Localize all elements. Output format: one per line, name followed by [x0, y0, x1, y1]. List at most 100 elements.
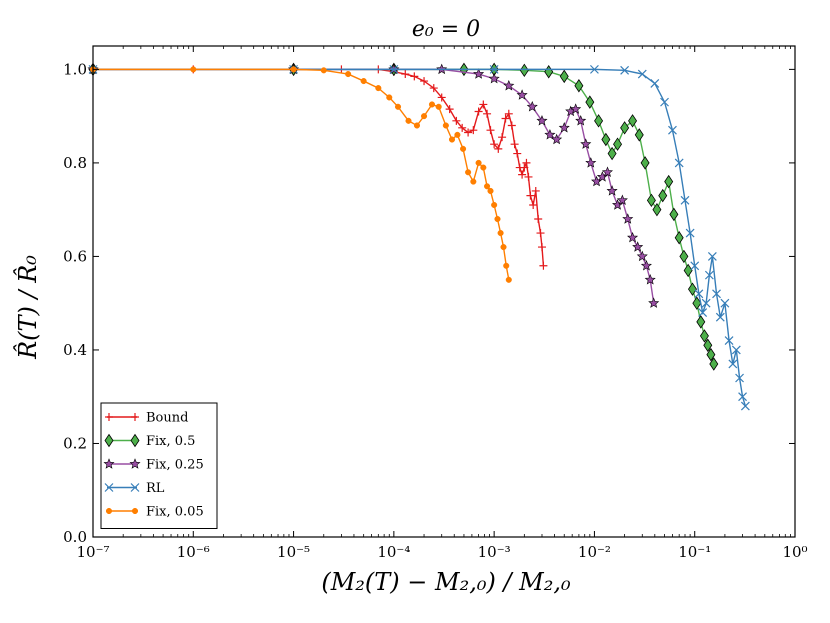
data-point — [290, 66, 297, 73]
data-point — [692, 296, 702, 310]
data-point — [620, 65, 630, 75]
data-point — [735, 373, 744, 383]
data-point — [486, 126, 495, 135]
data-point — [679, 249, 689, 264]
y-tick-label: 0.8 — [63, 154, 87, 172]
data-point — [709, 357, 719, 371]
series-3 — [88, 64, 750, 411]
data-point — [491, 201, 498, 209]
ticks-layer: 10⁻⁷ 10⁻⁶ 10⁻⁵ 10⁻⁴ 10⁻³ 10⁻² 10⁻¹ 10⁰ 0.0 0.2 0.4… — [63, 46, 808, 561]
legend-item: RL — [104, 481, 165, 496]
data-point — [570, 103, 582, 114]
data-point — [479, 100, 488, 109]
data-point — [636, 250, 648, 262]
data-point — [429, 84, 438, 93]
legend-marker — [131, 507, 139, 515]
data-point — [394, 103, 402, 110]
data-point — [428, 101, 436, 108]
legend-marker — [130, 433, 140, 448]
x-tick-label: 10⁻⁷ — [76, 543, 109, 561]
data-point — [505, 276, 512, 283]
data-point — [483, 109, 492, 118]
data-point — [606, 185, 618, 196]
data-point — [460, 145, 467, 152]
data-point — [489, 64, 499, 74]
data-point — [559, 69, 569, 84]
data-point — [501, 114, 510, 123]
x-tick-label: 10⁻³ — [478, 543, 511, 561]
data-point — [558, 122, 570, 133]
data-point — [413, 122, 421, 129]
data-point — [490, 140, 499, 149]
series-layer — [87, 62, 750, 411]
data-point — [687, 282, 697, 296]
data-point — [699, 329, 709, 343]
data-point — [580, 138, 592, 149]
data-point — [601, 132, 611, 147]
data-point — [534, 215, 543, 224]
data-point — [469, 126, 478, 135]
data-point — [435, 103, 442, 110]
data-point — [410, 72, 419, 81]
y-tick-label: 0.4 — [63, 341, 87, 359]
data-point — [494, 215, 501, 223]
data-point — [585, 95, 595, 109]
data-point — [465, 169, 472, 176]
data-point — [738, 392, 747, 402]
data-point — [360, 78, 367, 85]
data-point — [683, 263, 693, 278]
data-point — [646, 193, 656, 208]
data-point — [475, 159, 482, 166]
data-point — [518, 170, 527, 179]
data-point — [386, 94, 393, 101]
y-axis-title: R̂(T) / R̂₀ — [14, 255, 42, 360]
data-point — [537, 243, 546, 252]
data-point — [575, 115, 587, 126]
data-point — [536, 115, 548, 126]
data-point — [524, 172, 533, 181]
series-4 — [89, 66, 512, 283]
legend-item: Fix, 0.05 — [105, 505, 204, 520]
data-point — [648, 297, 660, 308]
data-point — [706, 347, 716, 362]
data-point — [690, 261, 700, 271]
data-point — [497, 229, 504, 237]
data-point — [516, 89, 528, 100]
series-1 — [88, 62, 719, 371]
data-point — [507, 121, 516, 130]
data-point — [704, 270, 714, 280]
data-point — [696, 315, 706, 329]
legend-marker — [105, 507, 113, 515]
data-point — [637, 69, 647, 79]
x-tick-label: 10⁻¹ — [678, 543, 711, 561]
legend-marker — [104, 483, 114, 492]
data-point — [190, 66, 197, 73]
data-point — [628, 114, 638, 128]
legend-item: Fix, 0.5 — [104, 433, 195, 449]
data-point — [652, 202, 662, 217]
data-point — [660, 97, 669, 107]
data-point — [707, 252, 717, 261]
data-point — [740, 401, 750, 411]
series-line — [93, 68, 545, 266]
data-point — [494, 144, 503, 153]
data-point — [674, 231, 684, 245]
legend-marker — [129, 458, 141, 469]
data-point — [627, 231, 639, 243]
legend-label: Bound — [146, 411, 188, 426]
data-point — [694, 289, 704, 299]
data-point — [529, 200, 538, 209]
data-point — [522, 158, 531, 167]
data-point — [728, 359, 738, 369]
data-point — [526, 191, 535, 200]
data-point — [585, 157, 597, 168]
x-tick-label: 10⁻⁶ — [177, 543, 210, 561]
data-point — [616, 194, 628, 206]
data-point — [594, 114, 604, 128]
data-point — [420, 77, 429, 86]
legend-marker — [103, 458, 115, 469]
data-point — [464, 128, 473, 137]
data-point — [320, 67, 327, 74]
